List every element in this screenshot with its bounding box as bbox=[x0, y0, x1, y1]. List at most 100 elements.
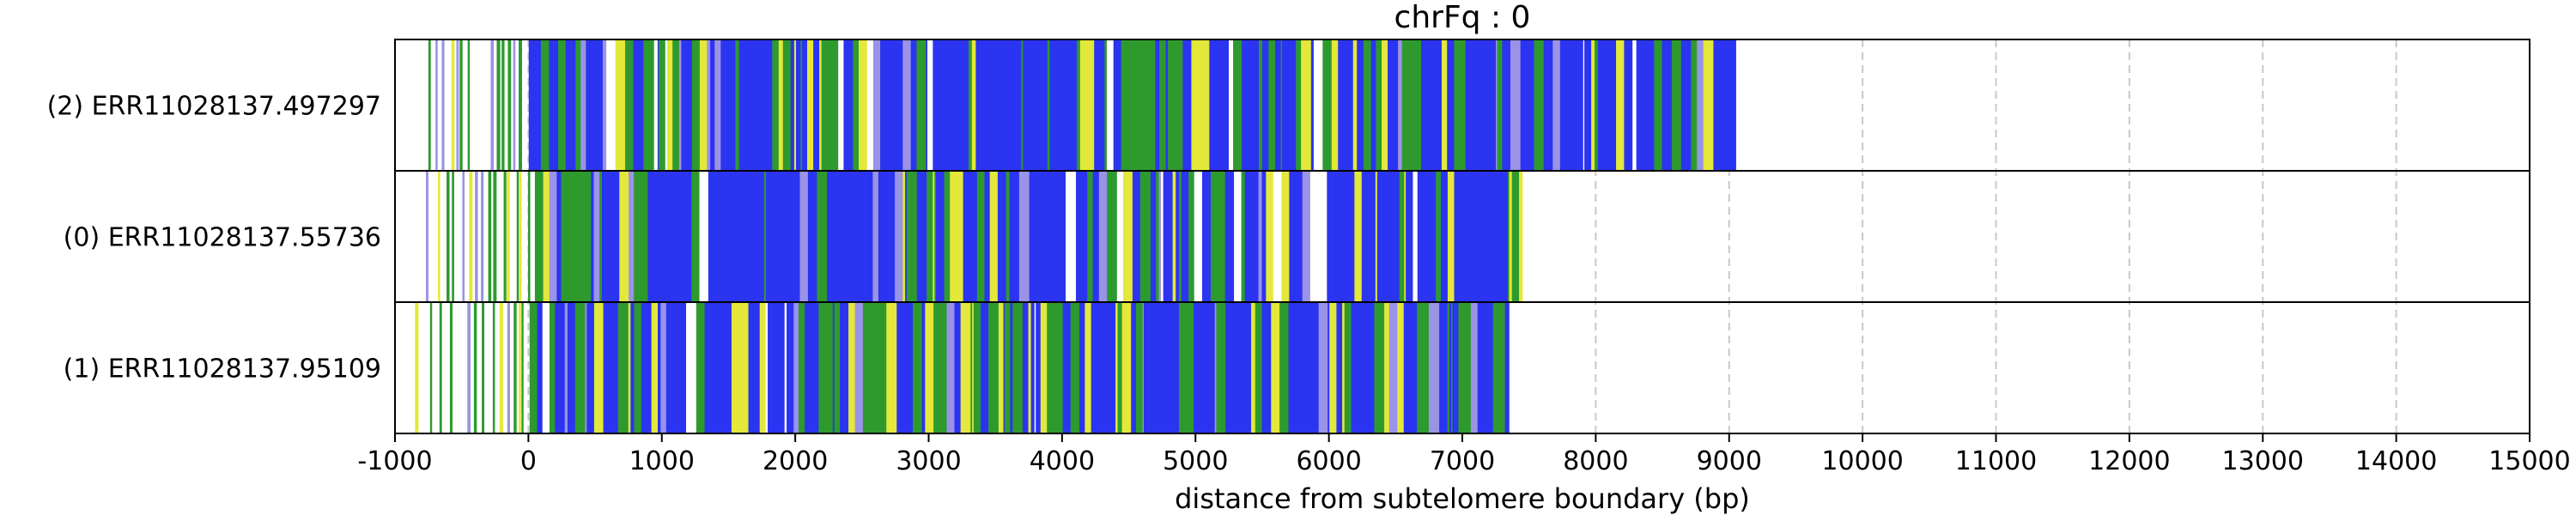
repeat-segment bbox=[488, 171, 492, 302]
repeat-segment bbox=[735, 171, 743, 302]
repeat-segment bbox=[1219, 171, 1226, 302]
repeat-segment bbox=[519, 302, 521, 433]
repeat-segment bbox=[1009, 171, 1020, 302]
repeat-segment bbox=[1697, 39, 1704, 171]
repeat-segment bbox=[667, 39, 673, 171]
repeat-segment bbox=[933, 302, 941, 433]
repeat-segment bbox=[438, 171, 440, 302]
repeat-segment bbox=[1289, 171, 1292, 302]
repeat-segment bbox=[1452, 302, 1459, 433]
repeat-segment bbox=[610, 302, 619, 433]
repeat-segment bbox=[774, 302, 786, 433]
repeat-segment bbox=[1331, 39, 1339, 171]
repeat-segment bbox=[1066, 171, 1077, 302]
repeat-segment bbox=[630, 302, 635, 433]
repeat-segment bbox=[998, 302, 1004, 433]
repeat-segment bbox=[690, 39, 693, 171]
repeat-segment bbox=[1647, 39, 1652, 171]
repeat-segment bbox=[1041, 171, 1051, 302]
repeat-segment bbox=[818, 302, 827, 433]
repeat-segment bbox=[876, 302, 887, 433]
repeat-segment bbox=[439, 302, 442, 433]
repeat-segment bbox=[659, 171, 671, 302]
repeat-segment bbox=[801, 39, 808, 171]
repeat-segment bbox=[1632, 39, 1637, 171]
repeat-segment bbox=[665, 302, 677, 433]
repeat-segment bbox=[1142, 302, 1145, 433]
repeat-segment bbox=[933, 171, 935, 302]
repeat-segment bbox=[1116, 39, 1122, 171]
repeat-segment bbox=[1530, 39, 1534, 171]
repeat-segment bbox=[1428, 302, 1440, 433]
repeat-segment bbox=[1502, 39, 1511, 171]
repeat-segment bbox=[555, 302, 566, 433]
repeat-segment bbox=[1098, 171, 1108, 302]
repeat-segment bbox=[534, 39, 542, 171]
repeat-segment bbox=[1477, 302, 1488, 433]
x-tick-label: 1000 bbox=[629, 446, 695, 476]
repeat-segment bbox=[1691, 39, 1698, 171]
repeat-segment bbox=[435, 39, 438, 171]
repeat-segment bbox=[1391, 39, 1394, 171]
repeat-segment bbox=[1497, 39, 1503, 171]
repeat-segment bbox=[989, 171, 999, 302]
repeat-segment bbox=[1360, 302, 1365, 433]
repeat-segment bbox=[976, 171, 984, 302]
repeat-segment bbox=[1042, 39, 1048, 171]
repeat-segment bbox=[1268, 39, 1276, 171]
repeat-segment bbox=[1079, 39, 1091, 171]
repeat-segment bbox=[862, 302, 867, 433]
repeat-segment bbox=[492, 302, 495, 433]
repeat-segment bbox=[1190, 171, 1195, 302]
repeat-segment bbox=[710, 39, 714, 171]
repeat-segment bbox=[1135, 302, 1144, 433]
repeat-segment bbox=[748, 302, 752, 433]
repeat-segment bbox=[1363, 39, 1371, 171]
repeat-segment bbox=[776, 171, 782, 302]
repeat-segment bbox=[493, 171, 497, 302]
x-tick-label: 14000 bbox=[2355, 446, 2437, 476]
repeat-segment bbox=[1329, 302, 1337, 433]
repeat-segment bbox=[1489, 39, 1492, 171]
repeat-segment bbox=[1327, 302, 1330, 433]
repeat-segment bbox=[946, 302, 955, 433]
repeat-segment bbox=[591, 39, 596, 171]
repeat-segment bbox=[1534, 39, 1545, 171]
repeat-segment bbox=[1346, 39, 1354, 171]
repeat-segment bbox=[759, 302, 767, 433]
repeat-segment bbox=[1344, 302, 1352, 433]
repeat-segment bbox=[1037, 39, 1043, 171]
repeat-segment bbox=[755, 39, 762, 171]
repeat-segment bbox=[673, 171, 684, 302]
repeat-segment bbox=[1447, 171, 1455, 302]
repeat-segment bbox=[1253, 39, 1260, 171]
repeat-segment bbox=[888, 171, 896, 302]
repeat-segment bbox=[1018, 171, 1030, 302]
repeat-segment bbox=[1091, 302, 1099, 433]
repeat-segment bbox=[564, 302, 568, 433]
repeat-segment bbox=[921, 302, 926, 433]
repeat-segment bbox=[1116, 171, 1124, 302]
repeat-segment bbox=[1509, 171, 1513, 302]
repeat-segment bbox=[1060, 302, 1064, 433]
repeat-segment bbox=[880, 39, 886, 171]
repeat-segment bbox=[686, 302, 697, 433]
repeat-segment bbox=[507, 171, 510, 302]
repeat-segment bbox=[1036, 302, 1042, 433]
repeat-segment bbox=[1481, 39, 1490, 171]
repeat-segment bbox=[766, 171, 774, 302]
repeat-segment bbox=[1419, 302, 1430, 433]
repeat-segment bbox=[475, 171, 478, 302]
repeat-segment bbox=[1103, 39, 1105, 171]
repeat-segment bbox=[1143, 302, 1154, 433]
repeat-segment bbox=[651, 302, 659, 433]
repeat-segment bbox=[1388, 39, 1390, 171]
repeat-segment bbox=[699, 39, 708, 171]
repeat-segment bbox=[1008, 302, 1011, 433]
repeat-segment bbox=[1241, 171, 1246, 302]
repeat-segment bbox=[782, 39, 792, 171]
repeat-segment bbox=[720, 302, 727, 433]
repeat-segment bbox=[740, 302, 749, 433]
repeat-segment bbox=[469, 171, 473, 302]
repeat-segment bbox=[1139, 171, 1151, 302]
